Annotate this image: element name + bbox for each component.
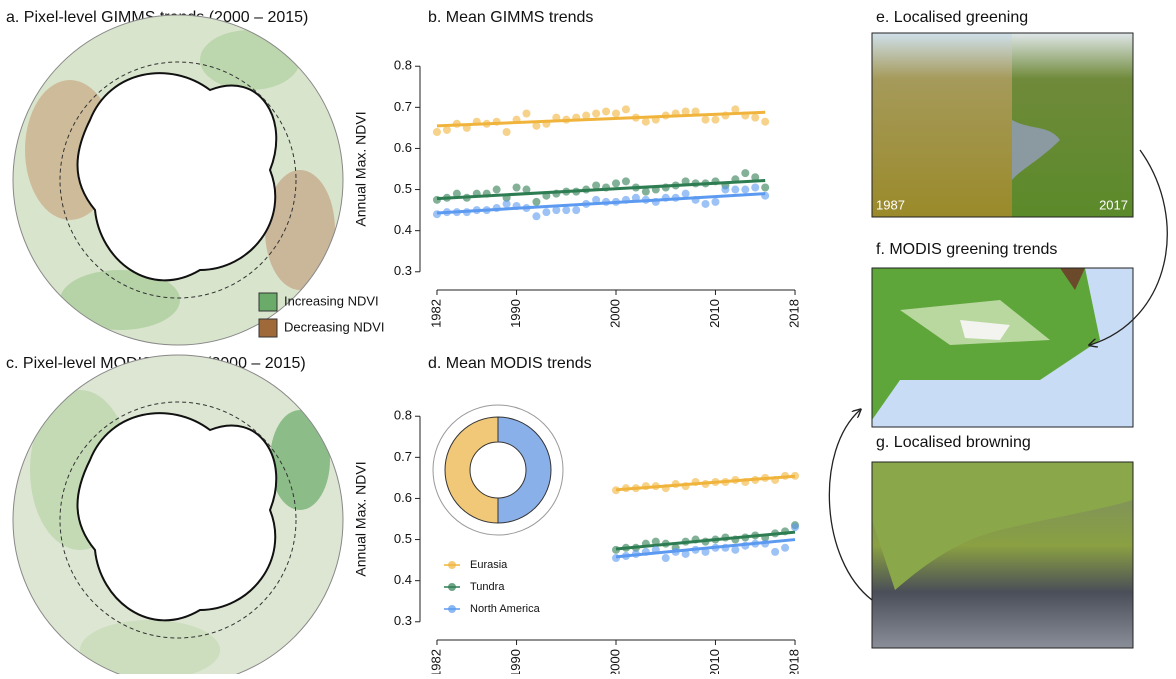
y-tick-label: 0.5 <box>394 181 412 196</box>
panel-title: f. MODIS greening trends <box>876 241 1057 258</box>
data-point <box>622 105 630 113</box>
x-tick-label: 1982 <box>428 299 443 328</box>
y-tick-label: 0.6 <box>394 140 412 155</box>
data-point <box>682 190 690 198</box>
data-point <box>572 206 580 214</box>
data-point <box>493 186 501 194</box>
data-point <box>662 554 670 562</box>
legend-label: Decreasing NDVI <box>284 319 384 334</box>
photo <box>872 462 1133 648</box>
photo-year: 2017 <box>1099 197 1128 212</box>
x-tick-label: 2018 <box>786 299 801 328</box>
inset-globe <box>433 405 563 535</box>
panel-title: e. Localised greening <box>876 9 1028 26</box>
panel-title: g. Localised browning <box>876 434 1031 451</box>
y-tick-label: 0.3 <box>394 613 412 628</box>
y-tick-label: 0.8 <box>394 408 412 423</box>
chart-title: d. Mean MODIS trends <box>428 355 592 372</box>
data-point <box>443 126 451 134</box>
arrow <box>829 410 872 600</box>
data-point <box>751 184 759 192</box>
modis-image <box>872 268 1133 427</box>
data-point <box>642 118 650 126</box>
data-point <box>622 177 630 185</box>
y-tick-label: 0.3 <box>394 263 412 278</box>
legend-label: Increasing NDVI <box>284 293 379 308</box>
x-tick-label: 2000 <box>607 649 622 674</box>
y-axis-label: Annual Max. NDVI <box>353 111 369 226</box>
data-point <box>771 548 779 556</box>
data-point <box>542 208 550 216</box>
figure: a. Pixel-level GIMMS trends (2000 – 2015… <box>0 0 1176 674</box>
data-point <box>532 198 540 206</box>
data-point <box>731 186 739 194</box>
data-point <box>513 184 521 192</box>
data-point <box>562 206 570 214</box>
data-point <box>702 200 710 208</box>
legend-swatch <box>259 319 277 337</box>
y-axis-label: Annual Max. NDVI <box>353 461 369 576</box>
photo-year: 1987 <box>876 197 905 212</box>
data-point <box>612 110 620 118</box>
data-point <box>711 198 719 206</box>
y-tick-label: 0.4 <box>394 572 412 587</box>
data-point <box>741 186 749 194</box>
data-point <box>711 116 719 124</box>
data-point <box>503 128 511 136</box>
legend-label: Eurasia <box>470 559 508 571</box>
y-tick-label: 0.6 <box>394 490 412 505</box>
data-point <box>532 212 540 220</box>
data-point <box>433 128 441 136</box>
data-point <box>642 188 650 196</box>
data-point <box>761 184 769 192</box>
data-point <box>741 169 749 177</box>
data-point <box>761 118 769 126</box>
data-point <box>503 200 511 208</box>
data-point <box>751 114 759 122</box>
x-tick-label: 1990 <box>508 299 523 328</box>
data-point <box>781 544 789 552</box>
legend-label: Tundra <box>470 581 505 593</box>
y-tick-label: 0.5 <box>394 531 412 546</box>
chart-title: b. Mean GIMMS trends <box>428 9 593 26</box>
x-tick-label: 2000 <box>607 299 622 328</box>
data-point <box>602 107 610 115</box>
data-point <box>612 179 620 187</box>
y-tick-label: 0.7 <box>394 449 412 464</box>
photo <box>872 33 1133 217</box>
x-tick-label: 1990 <box>508 649 523 674</box>
legend-label: North America <box>470 603 541 615</box>
y-tick-label: 0.4 <box>394 222 412 237</box>
data-point <box>791 523 799 531</box>
x-tick-label: 2010 <box>707 299 722 328</box>
legend-swatch <box>259 293 277 311</box>
x-tick-label: 2018 <box>786 649 801 674</box>
x-tick-label: 1982 <box>428 649 443 674</box>
data-point <box>522 110 530 118</box>
y-tick-label: 0.7 <box>394 99 412 114</box>
data-point <box>702 116 710 124</box>
trend-line <box>616 532 795 549</box>
data-point <box>721 186 729 194</box>
y-tick-label: 0.8 <box>394 58 412 73</box>
data-point <box>592 110 600 118</box>
x-tick-label: 2010 <box>707 649 722 674</box>
